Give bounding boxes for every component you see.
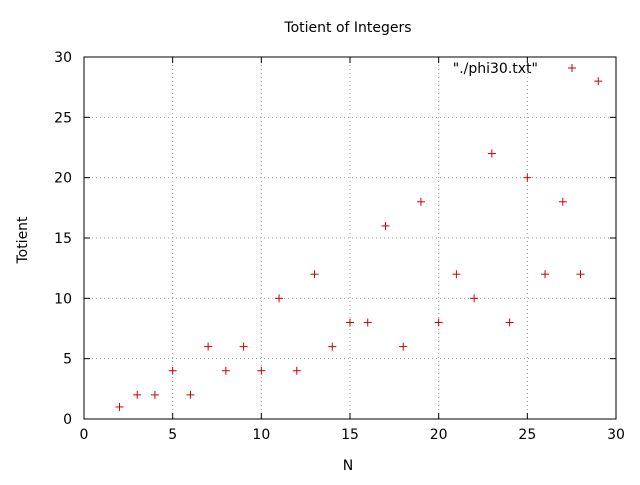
- data-point: [150, 390, 159, 399]
- data-point: [115, 402, 124, 411]
- chart-title: Totient of Integers: [283, 20, 411, 36]
- y-tick-label: 10: [54, 291, 72, 307]
- data-point: [505, 318, 514, 327]
- data-point: [452, 270, 461, 279]
- data-point: [363, 318, 372, 327]
- data-point: [133, 390, 142, 399]
- data-point: [487, 149, 496, 158]
- y-tick-label: 5: [63, 352, 72, 368]
- x-tick-label: 25: [518, 427, 536, 443]
- data-point: [576, 270, 585, 279]
- data-point: [399, 342, 408, 351]
- y-tick-label: 25: [54, 110, 72, 126]
- data-point: [558, 197, 567, 206]
- legend-series-label: "./phi30.txt": [453, 61, 538, 77]
- data-point: [204, 342, 213, 351]
- data-point: [257, 366, 266, 375]
- data-point: [346, 318, 354, 327]
- plot-area-border: [83, 56, 617, 420]
- x-tick-label: 20: [430, 427, 448, 443]
- x-tick-label: 0: [80, 427, 89, 443]
- data-point: [434, 318, 443, 327]
- data-point: [541, 270, 550, 279]
- tick-labels: 0 5 10 15 20 25 30 0 5 10 15 20 25 30: [54, 50, 625, 443]
- data-point: [416, 197, 425, 206]
- x-axis-label: N: [343, 458, 353, 474]
- data-point: [381, 221, 390, 230]
- x-tick-label: 30: [607, 427, 625, 443]
- data-point: [168, 366, 177, 375]
- data-point: [470, 294, 479, 303]
- data-point: [310, 270, 319, 279]
- data-point: [275, 294, 284, 303]
- data-point: [186, 390, 195, 399]
- y-tick-label: 20: [54, 171, 72, 187]
- legend: "./phi30.txt": [453, 61, 576, 77]
- y-tick-label: 30: [54, 50, 72, 66]
- y-axis-label: Totient: [15, 216, 31, 265]
- axis-ticks: [84, 57, 616, 419]
- data-point: [239, 342, 248, 351]
- legend-series-marker: [568, 64, 576, 72]
- data-point: [292, 366, 301, 375]
- legend-plus-marker: [568, 64, 576, 72]
- y-tick-label: 0: [63, 412, 72, 428]
- data-point: [523, 173, 532, 182]
- data-points: [115, 77, 603, 411]
- grid-lines: [84, 57, 616, 419]
- y-tick-label: 15: [54, 231, 72, 247]
- x-tick-label: 15: [341, 427, 359, 443]
- data-point: [594, 77, 603, 86]
- x-tick-label: 5: [168, 427, 177, 443]
- data-point: [328, 342, 337, 351]
- x-tick-label: 10: [252, 427, 270, 443]
- data-point: [221, 366, 230, 375]
